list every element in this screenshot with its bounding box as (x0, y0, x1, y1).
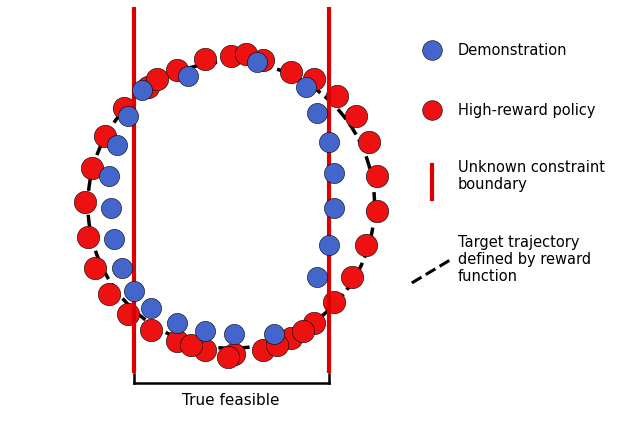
Point (286, 68, 297, 75)
Point (241, 51, 251, 58)
Point (364, 138, 374, 145)
Point (309, 75, 320, 82)
Point (104, 290, 114, 297)
Point (223, 353, 234, 360)
Point (200, 346, 211, 353)
Point (129, 288, 139, 295)
Point (361, 242, 371, 249)
Point (117, 264, 128, 271)
Point (332, 92, 343, 99)
Point (226, 52, 236, 59)
Point (172, 338, 182, 344)
Point (146, 305, 156, 312)
Point (200, 328, 211, 335)
Point (286, 335, 297, 342)
Point (100, 133, 110, 140)
Point (87, 164, 98, 171)
Point (108, 236, 119, 243)
Point (427, 107, 437, 114)
Point (269, 331, 279, 338)
Point (346, 273, 357, 280)
Point (186, 342, 197, 349)
Point (83, 233, 93, 240)
Point (137, 87, 147, 94)
Point (80, 199, 90, 206)
Point (119, 104, 129, 111)
Point (373, 207, 383, 214)
Point (272, 342, 282, 349)
Point (373, 173, 383, 180)
Point (258, 57, 268, 64)
Point (323, 242, 334, 249)
Point (329, 170, 339, 177)
Point (143, 84, 153, 91)
Point (300, 84, 311, 91)
Point (90, 264, 100, 271)
Text: Unknown constraint
boundary: Unknown constraint boundary (457, 160, 605, 193)
Point (112, 141, 122, 148)
Point (258, 346, 268, 353)
Point (298, 328, 308, 335)
Text: Target trajectory
defined by reward
function: Target trajectory defined by reward func… (457, 234, 591, 284)
Point (229, 331, 239, 338)
Point (309, 319, 320, 326)
Point (427, 47, 437, 54)
Point (200, 55, 211, 62)
Point (323, 138, 334, 145)
Point (152, 75, 162, 82)
Point (106, 204, 116, 211)
Text: True feasible: True feasible (182, 393, 280, 408)
Point (312, 273, 322, 280)
Point (123, 310, 133, 317)
Point (329, 299, 339, 306)
Point (183, 73, 193, 80)
Point (312, 110, 322, 117)
Point (351, 113, 361, 120)
Point (329, 204, 339, 211)
Text: High-reward policy: High-reward policy (457, 103, 595, 118)
Point (172, 67, 182, 74)
Point (104, 173, 114, 180)
Point (229, 350, 239, 357)
Text: Demonstration: Demonstration (457, 43, 567, 58)
Point (123, 113, 133, 120)
Point (252, 58, 262, 65)
Point (172, 319, 182, 326)
Point (146, 326, 156, 333)
